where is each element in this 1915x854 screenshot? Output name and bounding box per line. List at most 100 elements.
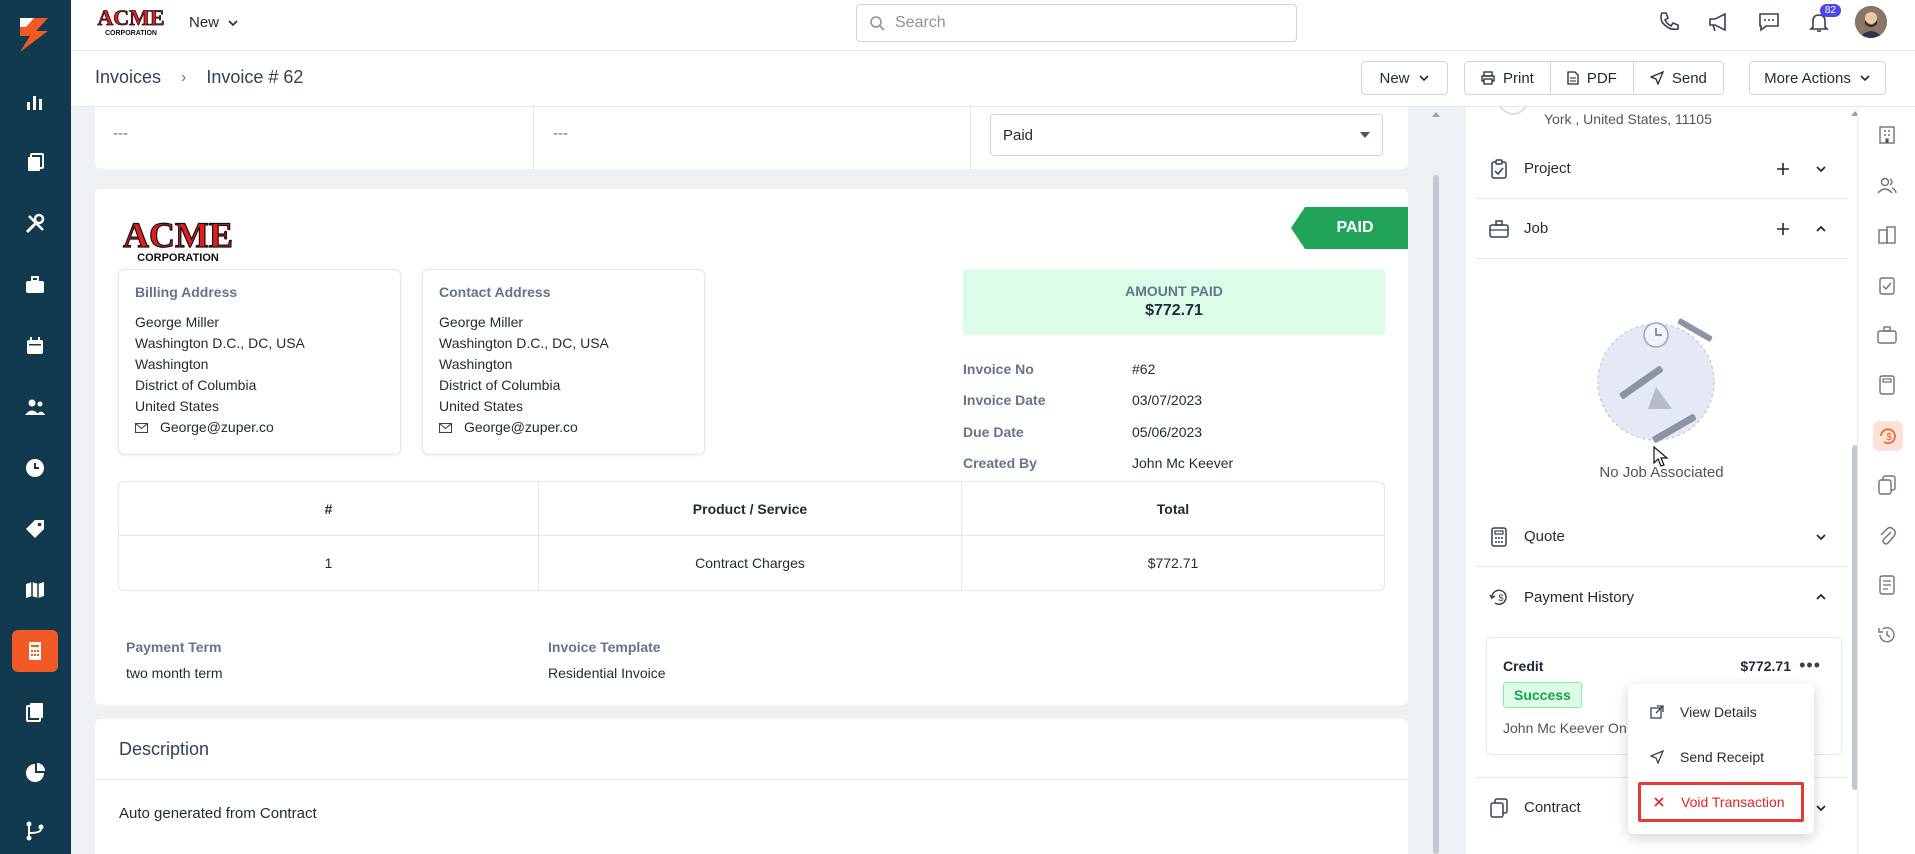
payment-term-label: Payment Term [126,639,222,655]
invoice-meta: Invoice No #62 Invoice Date 03/07/2023 Due… [963,353,1233,479]
send-label: Send [1671,69,1707,87]
billing-name: George Miller [135,314,220,330]
column-header: Total [1156,500,1190,517]
nav-reports-icon[interactable] [12,752,58,794]
contacts-icon[interactable] [1875,173,1899,197]
notification-bell-icon[interactable]: 82 [1805,4,1841,36]
divider [533,107,534,169]
top-new-label: New [189,14,220,31]
svg-text:$: $ [1886,432,1892,443]
breadcrumb-invoices[interactable]: Invoices [95,67,162,87]
nav-timesheet-icon[interactable] [12,447,58,489]
meta-value: 03/07/2023 [1132,392,1203,409]
attachment-icon[interactable] [1875,523,1899,547]
location-icon [1499,107,1527,115]
history-icon[interactable] [1875,623,1899,647]
send-receipt-menu-item[interactable]: Send Receipt [1638,737,1804,777]
chevron-down-icon [1418,75,1429,82]
more-actions-button[interactable]: More Actions [1749,61,1886,95]
more-options-icon[interactable]: ••• [1799,655,1821,675]
search-input[interactable]: Search [856,4,1297,42]
more-actions-label: More Actions [1764,69,1851,87]
job-section[interactable]: Job [1476,199,1848,259]
status-select[interactable]: Paid [990,114,1383,156]
contact-line3: District of Columbia [439,377,561,393]
invoice-dollar-icon[interactable]: $ [1873,421,1903,451]
billing-address-heading: Billing Address [135,284,238,300]
right-panel-scrollbar-thumb[interactable] [1852,445,1858,790]
nav-files-icon[interactable] [12,691,58,733]
main-scrollbar[interactable] [1430,107,1442,854]
invoice-top-fields: --- --- Paid [95,107,1408,169]
notes-icon[interactable] [1875,573,1899,597]
chevron-down-icon[interactable] [1810,158,1832,180]
mail-icon [135,422,148,433]
nav-map-icon[interactable] [12,569,58,611]
app-logo-icon[interactable] [14,14,54,56]
chevron-up-icon[interactable] [1810,586,1832,608]
project-section[interactable]: Project [1476,139,1848,199]
main-scrollbar-thumb[interactable] [1433,175,1439,854]
meta-row: Invoice No #62 [963,353,1233,385]
table-header: # Product / Service Total [119,482,1384,536]
payment-status-badge: Success [1503,682,1582,708]
nav-tags-icon[interactable] [12,508,58,550]
copy-document-icon [1488,797,1510,819]
user-avatar[interactable] [1855,6,1887,38]
megaphone-icon[interactable] [1705,8,1733,36]
calculator-icon[interactable] [1875,373,1899,397]
new-dropdown-button[interactable]: New [1361,61,1448,95]
copy-icon[interactable] [1875,473,1899,497]
nav-documents-icon[interactable] [12,142,58,184]
right-rail: $ [1857,107,1915,854]
svg-text:ACME: ACME [123,215,233,255]
building-icon[interactable] [1875,123,1899,147]
top-new-dropdown[interactable]: New [189,14,239,31]
meta-label: Invoice Date [963,392,1046,409]
quote-section[interactable]: Quote [1476,507,1848,567]
payment-history-section[interactable]: $ Payment History [1476,567,1848,627]
nav-invoices-icon[interactable] [12,630,58,672]
payment-term: Payment Term two month term [126,639,222,681]
chevron-down-icon[interactable] [1810,526,1832,548]
nav-workflow-icon[interactable] [12,810,58,852]
no-job-text: No Job Associated [1599,464,1724,481]
chevron-up-icon[interactable] [1810,218,1832,240]
nav-analytics-icon[interactable] [12,81,58,123]
printer-icon [1481,71,1495,85]
add-project-icon[interactable] [1772,158,1794,180]
contact-line1: Washington D.C., DC, USA [439,335,609,351]
nav-calendar-icon[interactable] [12,325,58,367]
field-value-1: --- [113,125,128,142]
payment-card: Credit $772.71 ••• Success John Mc Keeve… [1486,637,1842,755]
search-icon [870,16,885,31]
billing-email[interactable]: George@zuper.co [160,419,274,435]
payment-type: Credit [1503,658,1544,674]
nav-customers-icon[interactable] [12,386,58,428]
clipboard-check-icon[interactable] [1875,273,1899,297]
add-job-icon[interactable] [1772,218,1794,240]
organization-icon[interactable] [1875,223,1899,247]
breadcrumb-separator-icon: › [181,68,187,86]
nav-tools-icon[interactable] [12,203,58,245]
nav-jobs-icon[interactable] [12,264,58,306]
status-select-value: Paid [1003,126,1034,144]
send-button[interactable]: Send [1634,62,1723,94]
acme-brand-logo: ACME CORPORATION [95,5,167,37]
job-label: Job [1524,220,1549,237]
pdf-button[interactable]: PDF [1551,62,1634,94]
void-transaction-menu-item[interactable]: Void Transaction [1638,782,1804,822]
print-button[interactable]: Print [1465,62,1551,94]
briefcase-icon[interactable] [1875,323,1899,347]
contact-email[interactable]: George@zuper.co [464,419,578,435]
top-icons: 82 [1655,4,1887,38]
phone-icon[interactable] [1655,8,1683,36]
chevron-down-icon[interactable] [1810,797,1832,819]
scroll-up-icon[interactable] [1430,109,1442,119]
column-header: Product / Service [539,482,962,535]
invoice-document: ACME CORPORATION PAID Billing Address Ge… [95,189,1408,705]
meta-label: Created By [963,455,1037,472]
payment-history-label: Payment History [1524,588,1635,606]
chat-icon[interactable] [1755,8,1783,36]
view-details-menu-item[interactable]: View Details [1638,692,1804,732]
